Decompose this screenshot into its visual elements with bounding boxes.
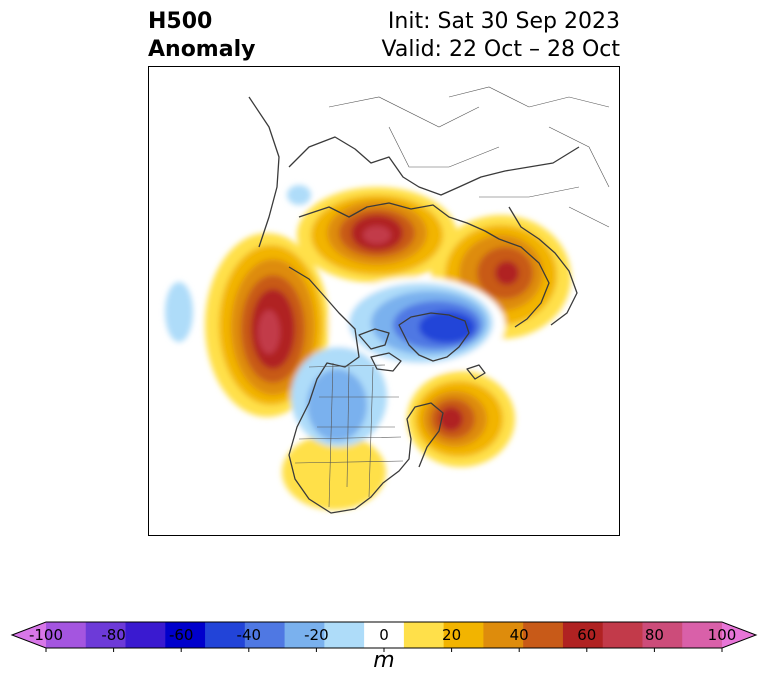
colorbar-swatch	[324, 622, 365, 648]
colorbar-tick-label: -100	[28, 626, 64, 644]
colorbar-swatch	[562, 622, 604, 648]
anomaly-map	[165, 86, 610, 514]
ridge-southwest-us	[282, 434, 386, 510]
colorbar-swatch	[682, 622, 723, 648]
colorbar-tick-label: 0	[379, 626, 389, 644]
colorbar-swatch	[244, 622, 286, 648]
title-variable: H500	[148, 9, 213, 34]
ridge-labrador	[407, 371, 515, 467]
colorbar-tick-label: 80	[644, 626, 664, 644]
colorbar-swatch	[85, 622, 127, 648]
colorbar-swatch	[403, 622, 445, 648]
colorbar	[10, 621, 758, 652]
coastlines	[248, 96, 580, 514]
title-anomaly: Anomaly	[148, 37, 256, 62]
valid-range: Valid: 22 Oct – 28 Oct	[381, 37, 620, 62]
colorbar-swatch	[642, 622, 683, 648]
colorbar-swatch	[364, 622, 405, 648]
init-date: Init: Sat 30 Sep 2023	[387, 9, 620, 34]
colorbar-unit: m	[373, 648, 395, 673]
colorbar-swatch	[523, 622, 564, 648]
colorbar-tick-label: -20	[304, 626, 329, 644]
colorbar-swatch	[483, 622, 524, 648]
colorbar-tick-label: 60	[577, 626, 597, 644]
title-block-left: H500 Anomaly	[148, 8, 255, 64]
anomaly-shading	[165, 185, 571, 510]
colorbar-swatch	[602, 622, 643, 648]
colorbar-tick-label: 40	[509, 626, 529, 644]
map-panel	[148, 66, 620, 536]
title-block-right: Init: Sat 30 Sep 2023 Valid: 22 Oct – 28…	[382, 8, 620, 64]
colorbar-swatch	[443, 622, 484, 648]
ridge-gulf-of-alaska	[205, 233, 329, 417]
colorbar-tick-label: 20	[442, 626, 462, 644]
colorbar-extend-max	[722, 622, 756, 648]
colorbar-swatch	[284, 622, 325, 648]
ridge-siberia	[297, 187, 457, 283]
colorbar-tick-label: 100	[707, 626, 737, 644]
colorbar-extend-min	[12, 622, 46, 648]
borders	[294, 86, 610, 508]
colorbar-swatch	[165, 622, 206, 648]
colorbar-swatch	[205, 622, 246, 648]
colorbar-swatch	[46, 622, 87, 648]
colorbar-tick-label: -40	[236, 626, 262, 644]
colorbar-tick-label: -80	[101, 626, 126, 644]
colorbar-swatch	[125, 622, 166, 648]
colorbar-tick-label: -60	[168, 626, 194, 644]
